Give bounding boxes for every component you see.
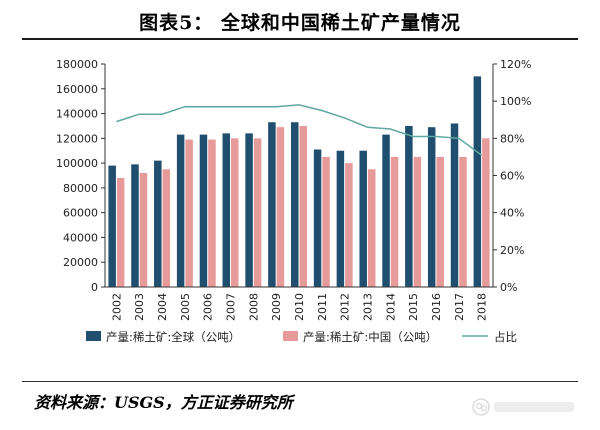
y-left-tick-label: 60000 — [63, 207, 98, 220]
x-tick-label: 2014 — [384, 293, 397, 321]
x-tick-label: 2004 — [156, 293, 169, 321]
x-tick-label: 2011 — [316, 293, 329, 321]
x-tick-label: 2010 — [293, 293, 306, 321]
y-right-tick-label: 120% — [500, 58, 531, 71]
x-tick-label: 2005 — [179, 293, 192, 321]
x-tick-label: 2006 — [202, 293, 215, 321]
bar-global — [427, 127, 436, 287]
watermark-logo-icon — [472, 398, 574, 416]
title-divider — [22, 38, 578, 40]
y-left-tick-label: 140000 — [56, 108, 98, 121]
x-tick-label: 2018 — [476, 293, 489, 321]
bar-china — [459, 156, 467, 287]
bar-china — [185, 139, 193, 287]
legend: 产量:稀土矿:全球（公吨） 产量:稀土矿:中国（公吨） 占比 — [86, 330, 517, 344]
bar-china — [390, 156, 399, 287]
bar-china — [322, 156, 330, 287]
bar-china — [482, 138, 490, 287]
y-right-tick-label: 80% — [500, 132, 524, 145]
bar-china — [299, 125, 307, 287]
x-tick-label: 2013 — [362, 293, 375, 321]
x-tick-label: 2012 — [339, 293, 352, 321]
bar-layer — [108, 76, 490, 287]
source-divider — [22, 381, 578, 382]
bar-global — [222, 133, 231, 287]
bar-global — [176, 134, 185, 287]
bar-china — [253, 138, 262, 287]
bar-china — [367, 169, 376, 287]
ratio-line-layer — [116, 104, 483, 156]
bar-global — [313, 149, 322, 287]
y-axis-right: 0% 20% 40% 60% 80% 100% 120% — [492, 58, 531, 294]
x-tick-label: 2002 — [110, 293, 123, 321]
bar-china — [139, 173, 148, 287]
legend-swatch-china — [283, 331, 298, 341]
bar-global — [336, 150, 345, 287]
bar-global — [450, 123, 459, 287]
y-left-tick-label: 0 — [91, 281, 98, 294]
bar-global — [291, 122, 299, 287]
bar-global — [268, 122, 276, 287]
x-tick-label: 2008 — [247, 293, 260, 321]
y-right-tick-label: 60% — [500, 170, 524, 183]
bar-china — [162, 169, 171, 287]
legend-label-china: 产量:稀土矿:中国（公吨） — [303, 330, 437, 344]
y-right-tick-label: 20% — [500, 244, 524, 257]
y-left-tick-label: 80000 — [63, 182, 98, 195]
x-tick-label: 2017 — [453, 293, 466, 321]
bar-global — [108, 165, 116, 287]
y-left-tick-label: 180000 — [56, 58, 98, 71]
bar-global — [405, 125, 413, 287]
y-left-tick-label: 40000 — [63, 231, 98, 244]
y-right-tick-label: 0% — [500, 281, 517, 294]
bar-global — [359, 150, 367, 287]
x-tick-label: 2007 — [225, 293, 238, 321]
bar-global — [199, 134, 208, 287]
bar-global — [473, 76, 482, 287]
bar-china — [413, 156, 422, 287]
bar-china — [276, 127, 285, 287]
bar-china — [116, 177, 125, 287]
y-right-tick-label: 40% — [500, 207, 524, 220]
bar-global — [245, 133, 253, 287]
bar-china — [231, 138, 239, 287]
legend-swatch-global — [86, 331, 101, 341]
x-tick-label: 2009 — [270, 293, 283, 321]
bar-china — [436, 156, 444, 287]
x-tick-label: 2003 — [133, 293, 146, 321]
x-tick-label: 2016 — [430, 293, 443, 321]
bar-china — [208, 139, 216, 287]
bar-china — [345, 163, 353, 287]
chart-title: 图表5： 全球和中国稀土矿产量情况 — [139, 12, 461, 34]
y-left-tick-label: 20000 — [63, 256, 98, 269]
x-tick-label: 2015 — [407, 293, 420, 321]
source-note: 资料来源：USGS，方正证券研究所 — [34, 393, 293, 412]
legend-label-global: 产量:稀土矿:全球（公吨） — [106, 330, 240, 344]
bar-global — [131, 164, 139, 287]
bar-global — [154, 160, 162, 287]
legend-label-ratio: 占比 — [494, 330, 517, 344]
y-left-tick-label: 120000 — [56, 132, 98, 145]
ratio-line — [116, 104, 483, 156]
x-axis: 2002 2003 2004 2005 2006 2007 2008 2009 2010 2011… — [105, 286, 493, 321]
bar-global — [382, 134, 390, 287]
y-axis-left: 0 20000 40000 60000 80000 100000 120000 140000 1… — [56, 58, 106, 294]
y-left-tick-label: 160000 — [56, 83, 98, 96]
y-right-tick-label: 100% — [500, 95, 531, 108]
y-left-tick-label: 100000 — [56, 157, 98, 170]
